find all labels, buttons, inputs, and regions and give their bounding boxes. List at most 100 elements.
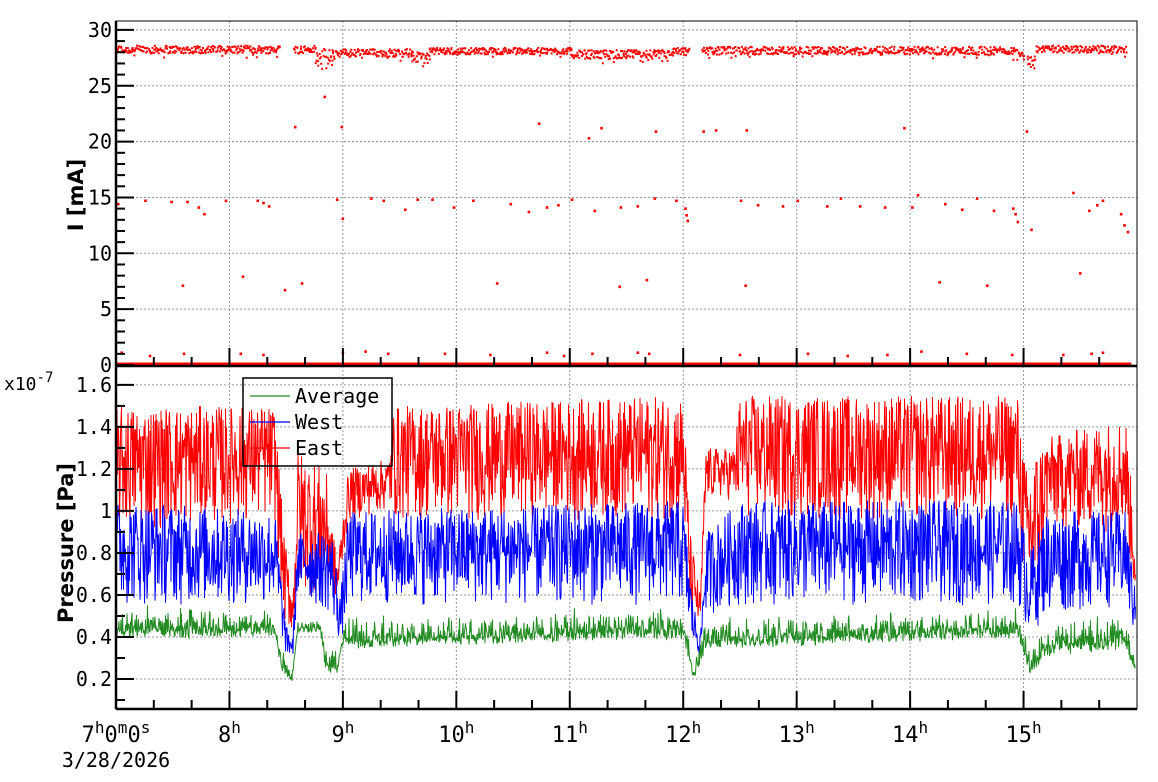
current-data-point [1072,191,1075,195]
current-data-point [593,209,597,213]
current-data-point [1010,353,1014,357]
current-data-point [591,352,594,356]
current-data-point [600,126,603,130]
current-data-point [262,201,265,205]
pressure-series-average [116,605,1136,682]
current-data-point [452,206,456,209]
current-data-point [920,350,923,353]
current-data-point [975,197,979,200]
current-data-point [382,199,386,203]
plot-frames [114,20,1138,711]
current-data-point [224,199,228,203]
current-data-point [1061,353,1065,357]
current-data-point [916,193,920,197]
current-data-point [960,208,964,212]
current-data-point [570,198,574,202]
current-data-point [545,351,549,355]
pressure-y-tick-label: 1.4 [76,415,112,439]
legend-label-east: East [295,436,343,460]
x-tick-value: 9 [331,723,344,748]
x-tick-unit: h [231,718,241,737]
current-data-point [745,129,749,132]
grid-lines [116,21,1137,709]
current-data-point [186,200,189,204]
current-data-point [472,199,475,203]
pressure-series-west [116,500,1136,656]
current-data-point [340,125,344,129]
pressure-series-east [116,395,1136,628]
x-tick-value: 13 [779,723,806,748]
x-tick-label: 14h​ [892,718,928,748]
x-tick-unit: h [95,718,105,737]
current-data-point [619,206,623,209]
x-tick-label: 9h​ [331,718,354,748]
current-y-tick-label: 25 [88,74,112,98]
current-main-band [701,45,1015,60]
legend-box [242,377,393,467]
pressure-y-tick-label: 1.2 [76,457,112,481]
current-data-point [431,198,434,202]
current-data-point [144,199,147,203]
x-tick-value: 15 [1005,723,1032,748]
current-data-point [839,197,843,200]
current-y-tick-label: 5 [100,297,112,321]
x-tick-unit: h [578,718,588,737]
x-tick-unit: h [1032,718,1042,737]
current-data-point [562,354,566,358]
current-data-point [120,351,123,355]
current-data-point [116,202,120,206]
current-data-point [702,130,705,133]
y-multiplier-base: x10 [4,374,37,395]
current-data-point [685,214,688,217]
legend-label-average: Average [295,384,379,408]
pressure-y-tick-label: 0.4 [76,625,112,649]
current-data-point [300,282,304,285]
current-data-point [985,284,989,288]
current-main-band [1035,44,1128,58]
current-data-point [1014,212,1017,216]
pressure-plot-data [116,395,1136,682]
legend: Average West East [242,377,393,467]
current-data-point [403,208,407,212]
x-tick-value: 10 [438,723,465,748]
current-data-point [495,282,499,285]
x-tick-value: 12 [665,723,692,748]
current-data-point [267,205,271,208]
x-tick-unit: h [805,718,815,737]
x-tick-label: 15h​ [1005,718,1041,748]
current-data-point [883,206,887,209]
pressure-y-tick-label: 0.8 [76,541,112,565]
current-data-point [653,197,657,200]
x-tick-value: 8 [218,723,231,748]
current-data-point [1123,224,1126,227]
current-main-band [570,49,674,65]
x-tick-label: 7h​0m​0s​ [82,718,151,748]
current-data-point [1090,352,1093,356]
x-tick-unit: s [141,718,151,737]
current-data-point [170,200,173,204]
current-data-point [293,125,297,129]
pressure-y-tick-label: 1.6 [76,373,112,397]
x-tick-label: 11h​ [552,718,588,748]
current-data-point [992,209,996,213]
current-data-point [335,198,339,202]
y-multiplier-label: x10-7 [4,370,53,395]
current-main-band [116,44,281,59]
current-data-point [647,352,651,356]
current-data-point [796,199,800,203]
x-tick-value: 7 [82,723,95,748]
current-data-point [256,199,260,203]
current-data-point [1119,212,1123,216]
current-data-point [1012,207,1015,210]
current-data-point [1016,220,1020,224]
current-data-point [806,352,810,356]
current-data-point [241,275,245,279]
x-tick-value: 0 [127,723,140,748]
current-data-point [756,203,760,207]
current-data-point [684,207,687,210]
current-data-point [1088,209,1091,213]
x-tick-unit: h [345,718,355,737]
current-data-point [443,352,447,356]
current-data-point [489,353,492,357]
current-data-point [262,353,265,357]
